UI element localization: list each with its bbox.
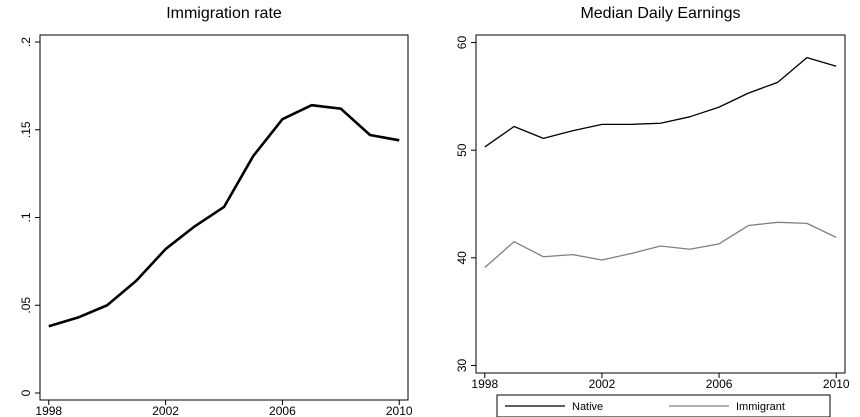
plot-frame [39, 34, 409, 401]
x-tick-label: 2002 [589, 377, 616, 391]
data-line [484, 221, 837, 268]
x-tick-label: 1998 [471, 377, 498, 391]
chart-title: Immigration rate [166, 5, 282, 22]
x-tick-label: 2006 [706, 377, 733, 391]
x-tick-label: 2006 [269, 404, 296, 417]
y-tick-label: .15 [19, 121, 33, 138]
x-tick-label: 2002 [152, 404, 179, 417]
x-tick-label: 1998 [35, 404, 62, 417]
y-tick-label: .1 [19, 212, 33, 222]
y-tick-label: 30 [455, 358, 469, 372]
plot-frame [475, 34, 846, 374]
x-tick-label: 2010 [386, 404, 413, 417]
legend-label: Native [572, 401, 603, 413]
legend-label: Immigrant [736, 401, 785, 413]
y-tick-label: .2 [19, 37, 33, 47]
y-tick-label: 0 [19, 389, 33, 396]
chart-title: Median Daily Earnings [580, 5, 740, 22]
data-line [48, 103, 400, 328]
legend-box [496, 394, 831, 417]
data-line [484, 56, 837, 148]
x-tick-label: 2010 [823, 377, 850, 391]
y-tick-label: 60 [455, 36, 469, 50]
y-tick-label: .05 [19, 297, 33, 314]
y-tick-label: 40 [455, 251, 469, 265]
y-tick-label: 50 [455, 143, 469, 157]
